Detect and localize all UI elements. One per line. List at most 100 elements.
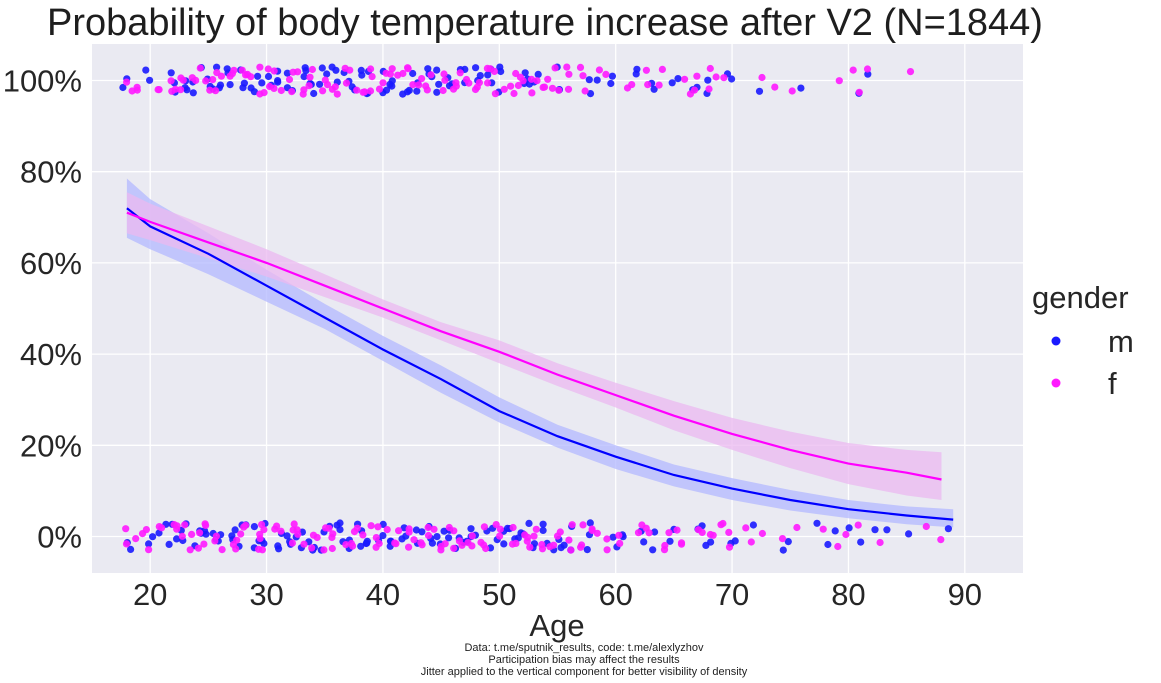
point-f bbox=[333, 90, 341, 98]
point-f bbox=[404, 65, 412, 73]
y-axis-ticks: 0% 20% 40% 60% 80% 100% bbox=[3, 63, 82, 554]
point-f bbox=[468, 542, 476, 550]
point-f bbox=[366, 87, 375, 95]
point-m bbox=[755, 87, 764, 95]
point-f bbox=[186, 546, 194, 554]
point-f bbox=[123, 78, 131, 86]
point-m bbox=[674, 75, 682, 83]
data-points bbox=[119, 63, 953, 554]
point-f bbox=[353, 86, 361, 94]
point-m bbox=[609, 533, 617, 541]
point-m bbox=[560, 541, 568, 549]
point-f bbox=[450, 527, 458, 535]
point-f bbox=[642, 66, 651, 74]
point-m bbox=[633, 65, 641, 73]
point-f bbox=[359, 88, 367, 96]
point-f bbox=[346, 66, 354, 74]
point-f bbox=[758, 73, 766, 82]
y-tick-label: 60% bbox=[20, 246, 82, 281]
point-m bbox=[649, 546, 657, 554]
point-f bbox=[300, 540, 308, 548]
plot-area bbox=[92, 44, 1023, 573]
y-tick-label: 100% bbox=[3, 63, 82, 98]
point-f bbox=[323, 81, 332, 89]
legend-title: gender bbox=[1032, 280, 1129, 315]
point-f bbox=[835, 77, 843, 85]
point-f bbox=[409, 81, 417, 89]
point-f bbox=[441, 76, 449, 84]
point-m bbox=[521, 69, 529, 77]
point-f bbox=[405, 543, 413, 551]
point-m bbox=[845, 524, 853, 532]
point-f bbox=[375, 539, 383, 548]
point-m bbox=[864, 70, 872, 78]
point-m bbox=[127, 545, 135, 554]
point-f bbox=[388, 65, 396, 73]
point-f bbox=[367, 65, 375, 73]
point-f bbox=[565, 536, 573, 544]
point-f bbox=[158, 524, 166, 532]
point-f bbox=[500, 85, 508, 93]
point-m bbox=[357, 66, 365, 74]
point-f bbox=[482, 544, 490, 553]
point-f bbox=[379, 79, 387, 87]
point-f bbox=[568, 521, 576, 529]
point-f bbox=[273, 522, 281, 530]
y-tick-label: 20% bbox=[20, 428, 82, 463]
point-f bbox=[677, 539, 686, 547]
point-f bbox=[452, 82, 460, 90]
point-m bbox=[707, 538, 715, 546]
point-f bbox=[465, 79, 473, 87]
point-f bbox=[439, 86, 447, 95]
point-f bbox=[644, 81, 652, 89]
point-f bbox=[264, 65, 272, 73]
point-f bbox=[353, 524, 361, 532]
point-f bbox=[424, 531, 433, 540]
point-m bbox=[318, 64, 326, 72]
point-f bbox=[256, 63, 264, 71]
point-f bbox=[171, 85, 179, 93]
point-f bbox=[427, 71, 435, 79]
point-f bbox=[854, 521, 862, 529]
point-f bbox=[771, 83, 779, 91]
y-tick-label: 80% bbox=[20, 155, 82, 190]
fit-lines bbox=[126, 207, 954, 521]
point-f bbox=[634, 529, 643, 537]
point-f bbox=[422, 82, 430, 90]
point-f bbox=[410, 536, 418, 544]
point-f bbox=[564, 85, 573, 93]
point-f bbox=[509, 523, 517, 532]
point-m bbox=[409, 69, 417, 78]
point-f bbox=[349, 542, 357, 550]
point-f bbox=[122, 525, 130, 533]
point-f bbox=[178, 532, 186, 540]
point-f bbox=[551, 64, 559, 72]
point-f bbox=[386, 70, 394, 78]
point-f bbox=[395, 527, 403, 535]
point-f bbox=[602, 70, 610, 78]
point-f bbox=[319, 87, 327, 95]
point-f bbox=[192, 76, 200, 84]
point-m bbox=[165, 540, 173, 549]
footnote-line-3: Jitter applied to the vertical component… bbox=[421, 666, 748, 678]
point-f bbox=[673, 526, 681, 534]
point-f bbox=[196, 529, 204, 537]
point-m bbox=[749, 521, 758, 529]
point-f bbox=[456, 69, 464, 77]
point-f bbox=[563, 63, 571, 71]
point-m bbox=[310, 89, 318, 98]
point-f bbox=[690, 86, 699, 94]
point-f bbox=[623, 84, 632, 92]
point-f bbox=[342, 541, 350, 549]
point-f bbox=[441, 540, 449, 548]
point-m bbox=[666, 537, 674, 545]
point-m bbox=[146, 76, 154, 84]
point-f bbox=[581, 87, 589, 95]
point-f bbox=[375, 85, 384, 93]
point-f bbox=[548, 84, 557, 92]
point-f bbox=[299, 90, 307, 98]
point-m bbox=[258, 79, 266, 87]
point-f bbox=[567, 546, 575, 554]
point-f bbox=[514, 81, 523, 90]
point-f bbox=[240, 523, 248, 531]
